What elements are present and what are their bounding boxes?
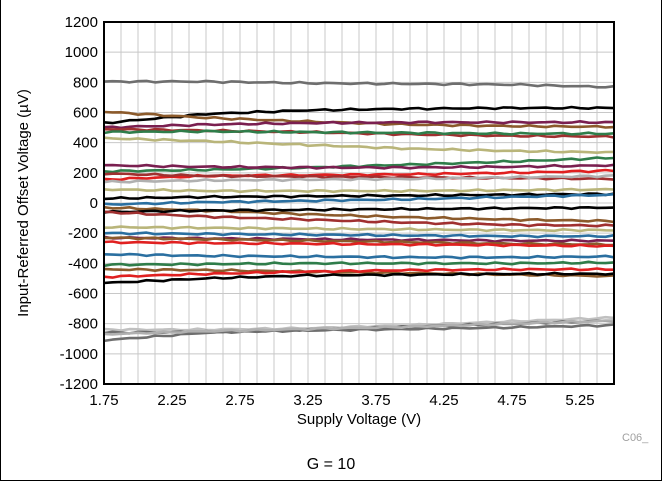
series-line-25 (103, 260, 615, 268)
series-line-7 (103, 136, 615, 154)
x-tick-label: 4.25 (429, 392, 458, 409)
x-tick-label: 3.75 (361, 392, 390, 409)
y-axis-label: Input-Referred Offset Voltage (µV) (15, 89, 32, 317)
series-line-24 (103, 252, 615, 260)
series-line-23 (103, 240, 615, 248)
y-tick-label: -400 (68, 255, 98, 272)
series-line-3 (103, 110, 615, 129)
x-tick-label: 1.75 (89, 392, 118, 409)
y-tick-label: -200 (68, 225, 98, 242)
series-line-13 (103, 187, 615, 194)
offset-voltage-chart: 1.75 2.25 2.75 3.25 3.75 4.25 4.75 5.25 1200 100… (15, 14, 649, 444)
series-line-10 (103, 168, 615, 182)
y-tick-label: 200 (73, 165, 98, 182)
y-tick-label: -1200 (60, 376, 98, 393)
series-line-18 (103, 210, 615, 228)
series-line-20 (103, 231, 615, 239)
figure-code: C06_ (622, 432, 649, 444)
series-line-17 (103, 206, 615, 214)
gain-caption: G = 10 (306, 456, 356, 473)
plot-area-border (103, 21, 615, 385)
y-tick-label: 1000 (65, 44, 98, 61)
x-tick-labels: 1.75 2.25 2.75 3.25 3.75 4.25 4.75 5.25 (89, 392, 594, 409)
series-line-1 (103, 79, 615, 89)
series-line-32 (103, 319, 615, 336)
series-line-27 (103, 267, 614, 279)
series-line-31 (103, 323, 615, 335)
y-tick-label: 1200 (65, 14, 98, 31)
y-tick-label: 400 (73, 135, 98, 152)
series-line-2 (103, 105, 615, 125)
x-tick-label: 3.25 (293, 392, 322, 409)
series-line-9 (103, 163, 615, 170)
x-tick-label: 5.25 (565, 392, 594, 409)
y-tick-label: -800 (68, 316, 98, 333)
series-line-15 (103, 192, 615, 206)
x-tick-label: 4.75 (497, 392, 526, 409)
y-tick-label: 0 (90, 195, 98, 212)
series-line-28 (103, 271, 615, 285)
x-axis-label: Supply Voltage (V) (297, 411, 421, 428)
series-line-12 (103, 174, 615, 184)
x-tick-label: 2.25 (157, 392, 186, 409)
y-tick-label: -1000 (60, 346, 98, 363)
y-tick-labels: 1200 1000 800 600 400 200 0 -200 -400 -600 -800 -10… (60, 14, 98, 393)
series-line-14 (103, 192, 615, 201)
y-tick-label: 800 (73, 74, 98, 91)
x-tick-label: 2.75 (225, 392, 254, 409)
series-line-19 (103, 225, 615, 233)
y-tick-label: -600 (68, 286, 98, 303)
series-line-16 (103, 205, 615, 224)
series-line-6 (103, 129, 615, 136)
y-tick-label: 600 (73, 105, 98, 122)
series-layer (103, 79, 615, 343)
series-line-4 (103, 120, 615, 130)
